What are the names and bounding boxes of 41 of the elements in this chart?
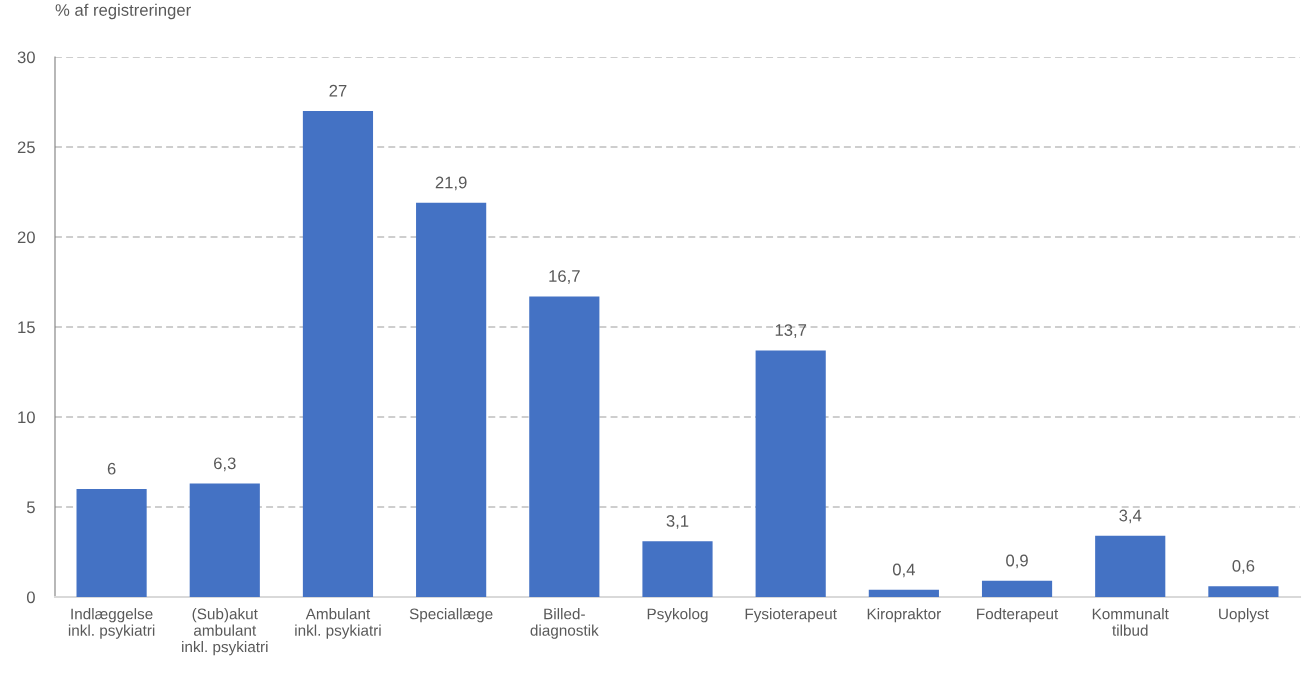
x-tick-label: Uoplyst — [1219, 608, 1269, 623]
y-tick-label: 0 — [26, 591, 35, 604]
bar — [1095, 535, 1166, 597]
x-tick-label: Speciallæge — [409, 608, 493, 623]
bar — [189, 483, 260, 597]
x-tick-label: Fysioterapeut — [745, 608, 837, 623]
y-tick-label: 30 — [17, 51, 35, 64]
data-label: 21,9 — [435, 176, 467, 191]
x-tick-label: Kommunalt tilbud — [1092, 608, 1169, 636]
data-label: 0,6 — [1232, 559, 1255, 574]
data-label: 0,9 — [1006, 554, 1028, 569]
data-label: 16,7 — [549, 270, 580, 284]
x-tick-label: Fodterapeut — [977, 608, 1059, 623]
data-label: 3,4 — [1119, 509, 1142, 524]
y-tick-label: 5 — [26, 501, 35, 514]
bar — [529, 296, 600, 597]
data-label: 27 — [329, 84, 347, 97]
bar — [642, 541, 713, 597]
bar — [76, 489, 147, 597]
bar — [1208, 586, 1279, 597]
y-tick-label: 20 — [17, 231, 35, 244]
bar — [981, 580, 1053, 597]
bar — [868, 589, 939, 597]
x-tick-label: Kiropraktor — [867, 608, 941, 623]
x-tick-label: (Sub)akut ambulant inkl. psykiatri — [182, 608, 268, 656]
data-label: 6 — [107, 462, 116, 475]
x-tick-label: Indlæggelse inkl. psykiatri — [68, 608, 155, 639]
bar — [302, 111, 374, 597]
data-label: 3,1 — [666, 514, 689, 529]
y-tick-label: 25 — [17, 141, 35, 154]
bar — [755, 350, 826, 597]
y-axis-title: % af registreringer — [55, 3, 191, 20]
data-label: 13,7 — [775, 324, 807, 338]
data-label: 0,4 — [892, 563, 915, 578]
x-tick-label: Psykolog — [647, 608, 708, 623]
bar — [416, 202, 487, 597]
y-tick-label: 10 — [18, 411, 35, 424]
y-tick-label: 15 — [18, 321, 35, 334]
x-tick-label: Ambulant inkl. psykiatri — [295, 608, 381, 639]
x-tick-label: Billed- diagnostik — [530, 608, 599, 639]
data-label: 6,3 — [214, 457, 236, 472]
